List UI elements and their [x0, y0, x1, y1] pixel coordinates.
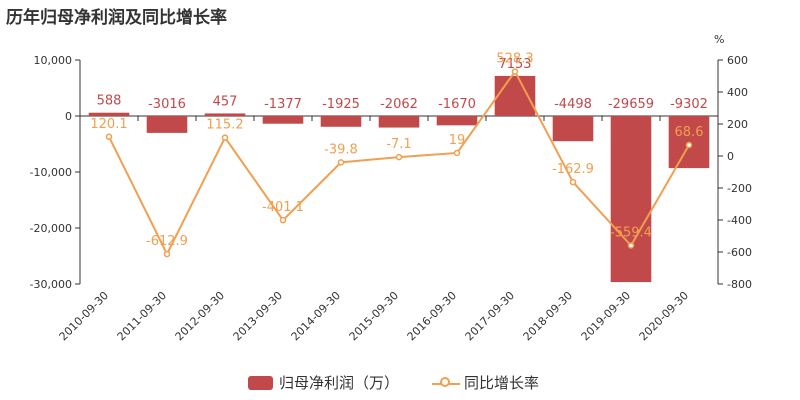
line-data-label: -612.9 [146, 234, 188, 249]
line-data-label: 528.3 [496, 51, 533, 66]
bar [262, 116, 304, 124]
bar [378, 116, 420, 128]
bar-data-label: -3016 [148, 97, 186, 112]
x-tick-label: 2012-09-30 [173, 289, 227, 343]
bar-data-label: 7153 [498, 57, 531, 72]
data-labels: 588 -3016 457 -1377 -1925 -2062 -1670 7153 -4498… [90, 51, 708, 249]
line-data-label: -559.4 [610, 226, 652, 241]
line-data-label: -162.9 [552, 162, 594, 177]
legend-bar-swatch [248, 375, 273, 390]
left-y-tick-label: 0 [65, 110, 72, 123]
bar-series [88, 75, 710, 283]
right-y-tick-label: 0 [727, 150, 734, 163]
bar-data-label: -2062 [380, 97, 418, 112]
line-data-label: -39.8 [324, 142, 358, 157]
line-data-label: 115.2 [206, 118, 243, 133]
legend-line-marker [440, 376, 450, 387]
line-point [395, 153, 403, 161]
line-data-label: 19 [449, 133, 466, 148]
line-point [685, 141, 693, 149]
line-point [337, 159, 345, 166]
line-data-label: -401.1 [262, 200, 304, 215]
x-tick-label: 2017-09-30 [463, 289, 517, 343]
legend-line-label: 同比增长率 [464, 374, 540, 392]
x-tick-label: 2010-09-30 [57, 289, 111, 343]
x-tick-label: 2020-09-30 [637, 289, 691, 343]
line-point [221, 134, 229, 141]
legend: 归母净利润（万） 同比增长率 [0, 372, 800, 396]
bar [320, 116, 362, 127]
right-y-tick-label: 400 [727, 86, 748, 99]
right-y-tick-label: 600 [727, 54, 748, 67]
legend-line-swatch [432, 376, 460, 390]
bar [436, 116, 478, 126]
x-tick-label: 2011-09-30 [115, 289, 169, 343]
left-y-tick-label: 10,000 [34, 54, 73, 67]
right-y-tick-label: 200 [727, 118, 748, 131]
legend-item-bar[interactable]: 归母净利润（万） [248, 372, 399, 393]
bar [494, 75, 536, 116]
bar-data-label: -1925 [322, 97, 360, 112]
bar [88, 112, 130, 116]
line-data-label: -7.1 [386, 137, 411, 152]
line-data-label: 120.1 [90, 117, 127, 132]
chart-title: 历年归母净利润及同比增长率 [6, 8, 227, 28]
bar-data-label: 588 [97, 94, 122, 109]
right-axis-unit: % [714, 33, 724, 46]
line-point [279, 216, 287, 224]
right-y-tick-label: -600 [727, 246, 752, 259]
right-y-tick-label: -400 [727, 214, 752, 227]
bar [610, 116, 652, 283]
right-y-tick-label: -800 [727, 278, 752, 291]
legend-item-line[interactable]: 同比增长率 [432, 372, 539, 393]
right-y-tick-label: -200 [727, 182, 752, 195]
bar [552, 116, 594, 142]
line-series [105, 68, 693, 258]
bar-data-label: 457 [213, 94, 238, 109]
bar-data-label: -4498 [554, 97, 592, 112]
bar [146, 116, 188, 133]
line-data-label: 68.6 [675, 125, 704, 140]
bar [204, 113, 246, 116]
left-y-tick-label: -20,000 [30, 222, 72, 235]
x-tick-label: 2014-09-30 [289, 289, 343, 343]
line-point [569, 178, 577, 186]
line-point [163, 250, 171, 258]
x-tick-label: 2016-09-30 [405, 289, 459, 343]
bar-data-label: -29659 [608, 97, 654, 112]
x-tick-label: 2015-09-30 [347, 289, 401, 343]
left-y-tick-label: -10,000 [30, 166, 72, 179]
bar-data-label: -1670 [438, 97, 476, 112]
left-y-tick-label: -30,000 [30, 278, 72, 291]
line-point [453, 149, 461, 157]
line-point [511, 68, 519, 75]
bar-data-label: -1377 [264, 97, 302, 112]
line-point [627, 242, 635, 249]
bar-data-label: -9302 [670, 97, 708, 112]
legend-bar-label: 归母净利润（万） [279, 374, 400, 392]
x-tick-label: 2018-09-30 [521, 289, 575, 343]
x-tick-label: 2013-09-30 [231, 289, 285, 343]
x-tick-label: 2019-09-30 [579, 289, 633, 343]
line-point [105, 133, 113, 141]
